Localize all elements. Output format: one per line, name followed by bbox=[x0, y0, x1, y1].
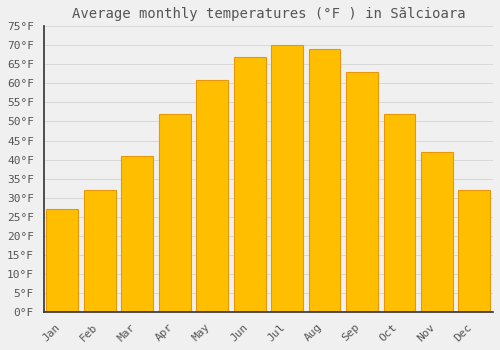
Bar bbox=[122, 156, 153, 312]
Bar bbox=[46, 209, 78, 312]
Title: Average monthly temperatures (°F ) in Sălcioara: Average monthly temperatures (°F ) in Să… bbox=[72, 7, 465, 21]
Bar bbox=[84, 190, 116, 312]
Bar bbox=[458, 190, 490, 312]
Bar bbox=[384, 114, 416, 312]
Bar bbox=[159, 114, 190, 312]
Bar bbox=[308, 49, 340, 312]
Bar bbox=[234, 57, 266, 312]
Bar bbox=[271, 45, 303, 312]
Bar bbox=[196, 79, 228, 312]
Bar bbox=[346, 72, 378, 312]
Bar bbox=[421, 152, 453, 312]
